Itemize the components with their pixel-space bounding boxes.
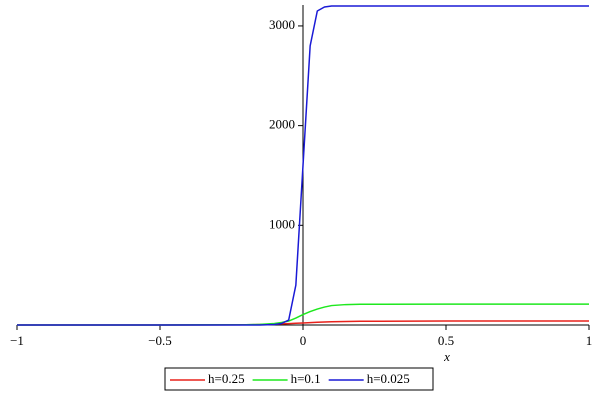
legend-label: h=0.1 xyxy=(291,371,321,386)
x-tick-label: 1 xyxy=(586,333,593,348)
legend-label: h=0.025 xyxy=(367,371,410,386)
y-tick-label: 3000 xyxy=(269,17,295,32)
x-tick-label: −1 xyxy=(10,333,24,348)
x-tick-label: −0.5 xyxy=(148,333,172,348)
x-axis-label: x xyxy=(443,349,450,364)
x-tick-label: 0.5 xyxy=(438,333,454,348)
legend-box xyxy=(164,367,434,391)
y-tick-label: 1000 xyxy=(269,216,295,231)
legend-label: h=0.25 xyxy=(208,371,245,386)
y-tick-label: 2000 xyxy=(269,117,295,132)
x-tick-label: 0 xyxy=(300,333,307,348)
series-line xyxy=(17,5,589,326)
